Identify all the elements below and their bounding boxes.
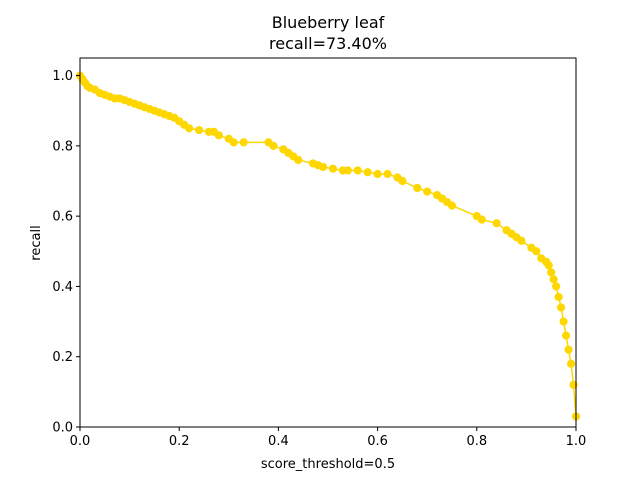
data-point <box>569 380 578 389</box>
data-point <box>544 261 553 270</box>
y-tick-label: 0.2 <box>52 350 73 365</box>
series-layer <box>75 71 581 421</box>
x-tick-label: 0.2 <box>169 434 190 449</box>
data-point <box>564 345 573 354</box>
y-tick-label: 0.4 <box>52 280 73 295</box>
data-point <box>566 359 576 368</box>
chart-title-line2: recall=73.40% <box>269 34 387 53</box>
y-tick-label: 0.6 <box>52 210 73 225</box>
y-axis: 0.0 0.2 0.4 0.6 0.8 1.0 <box>52 69 80 436</box>
data-point <box>328 164 338 173</box>
data-point <box>554 292 563 302</box>
data-point <box>492 219 501 228</box>
data-point <box>194 125 204 135</box>
data-point <box>559 317 568 326</box>
x-tick-label: 0.6 <box>367 434 388 449</box>
series-line <box>79 75 577 417</box>
data-point <box>447 201 457 210</box>
chart-title-line1: Blueberry leaf <box>272 13 385 32</box>
data-point <box>343 166 352 175</box>
data-point <box>229 138 238 147</box>
data-point <box>239 138 248 147</box>
x-axis-label: score_threshold=0.5 <box>261 457 395 472</box>
data-point <box>185 124 194 133</box>
data-point <box>363 168 372 177</box>
data-point <box>413 183 422 193</box>
x-tick-label: 0.4 <box>268 434 289 449</box>
y-axis-label: recall <box>29 225 44 260</box>
data-point <box>517 236 526 245</box>
data-point <box>383 169 392 179</box>
y-tick-label: 0.8 <box>52 139 73 154</box>
x-axis: 0.0 0.2 0.4 0.6 0.8 1.0 <box>70 427 587 449</box>
data-point <box>269 141 278 150</box>
data-point <box>552 282 561 291</box>
data-point <box>561 331 571 340</box>
plot-frame <box>79 57 577 428</box>
data-point <box>532 247 541 256</box>
data-point <box>477 215 486 224</box>
y-tick-label: 1.0 <box>52 69 73 84</box>
data-point <box>353 166 362 175</box>
data-point <box>557 303 566 312</box>
data-point <box>294 155 303 165</box>
data-point <box>549 275 558 284</box>
data-point <box>398 176 407 186</box>
data-point <box>318 162 328 172</box>
data-point <box>373 169 382 179</box>
x-tick-label: 0.0 <box>70 434 91 449</box>
data-point <box>547 268 556 277</box>
x-tick-label: 0.8 <box>466 434 487 449</box>
x-tick-label: 1.0 <box>566 434 587 449</box>
data-point <box>214 131 223 140</box>
data-point <box>423 187 432 196</box>
y-tick-label: 0.0 <box>52 421 73 436</box>
